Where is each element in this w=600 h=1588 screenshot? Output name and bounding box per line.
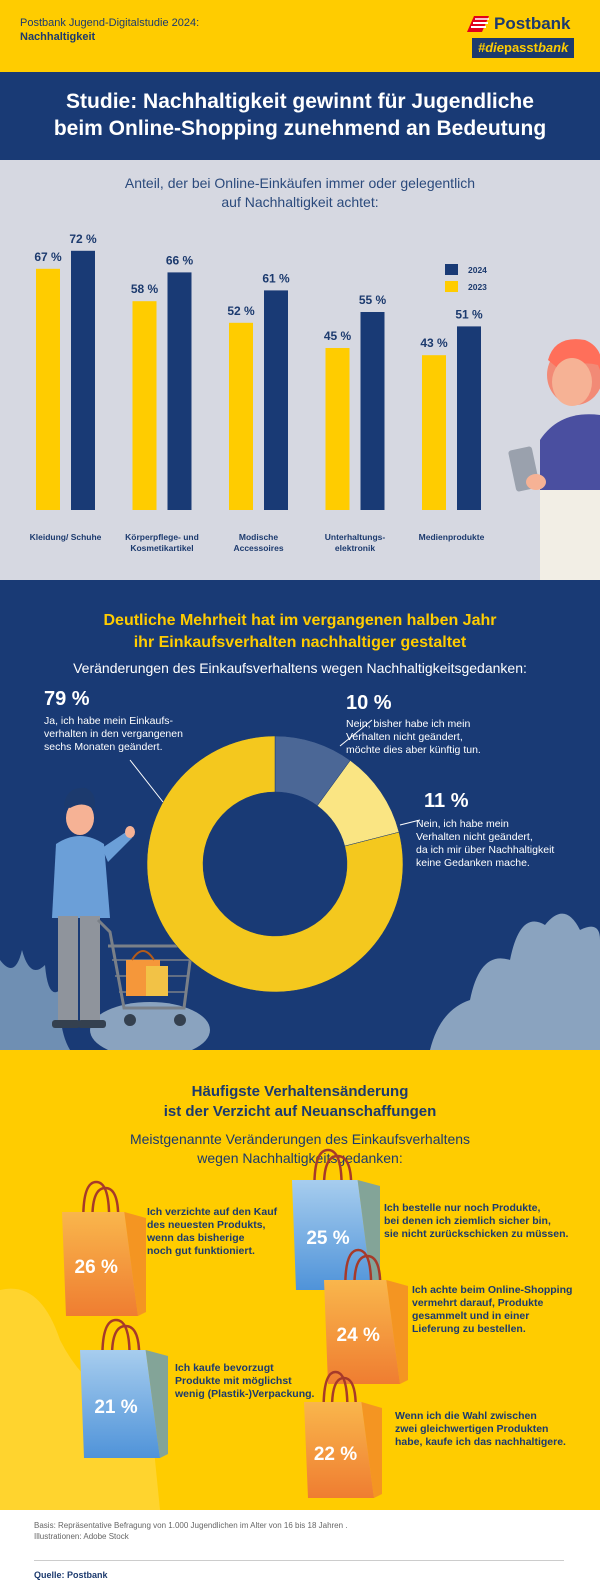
bar-2024-2 <box>264 290 288 510</box>
bar-2024-4 <box>457 326 481 510</box>
bag-description-2: Ich achte beim Online-Shopping vermehrt d… <box>412 1284 573 1335</box>
man-with-cart-illustration <box>52 787 194 1028</box>
changes-headline-line-1: Häufigste Verhaltensänderung <box>191 1083 409 1100</box>
category-label-3: Unterhaltungs- <box>325 532 386 542</box>
bar-2024-3 <box>360 312 385 510</box>
legend-label-2024: 2024 <box>468 265 487 275</box>
bar-2023-0 <box>36 268 60 510</box>
bar-chart-subtitle-line-2: auf Nachhaltigkeit achtet: <box>221 194 379 210</box>
source-text: Quelle: Postbank <box>34 1570 108 1580</box>
bag-description-1: Ich bestelle nur noch Produkte, bei denen… <box>384 1202 569 1240</box>
bar-2023-3 <box>325 348 350 510</box>
legend-label-2023: 2023 <box>468 282 487 292</box>
bag-value-4: 22 % <box>313 1444 358 1465</box>
category-label-4: Medienprodukte <box>419 532 485 542</box>
shopping-bag-icon <box>304 1370 382 1498</box>
section-donut: Deutliche Mehrheit hat im vergangenen ha… <box>0 580 600 1050</box>
postbank-mark-icon <box>467 16 489 32</box>
shopping-bag-icon <box>80 1318 168 1458</box>
shopping-bag-icon <box>62 1180 146 1316</box>
bar-label-2024-3: 55 % <box>359 293 387 307</box>
logo-tagline: #diepasstbank <box>472 38 575 58</box>
donut-description-1: Nein, ich habe mein Verhalten nicht geänd… <box>416 818 555 869</box>
tag-pre: #die <box>478 40 505 55</box>
leader-line-79 <box>129 759 164 803</box>
changes-headline: Häufigste Verhaltensänderung ist der Ver… <box>60 1082 540 1122</box>
bag-value-2: 24 % <box>336 1325 380 1347</box>
donut-headline: Deutliche Mehrheit hat im vergangenen ha… <box>40 610 560 654</box>
bar-label-2024-0: 72 % <box>69 232 97 246</box>
shopping-bag-icon <box>324 1248 408 1384</box>
study-topic: Nachhaltigkeit <box>20 31 96 43</box>
bar-label-2024-4: 51 % <box>455 307 483 321</box>
bag-value-1: 25 % <box>306 1227 350 1249</box>
footer: Basis: Repräsentative Befragung von 1.00… <box>0 1510 600 1588</box>
title-line-1: Studie: Nachhaltigkeit gewinnt für Jugen… <box>66 90 534 113</box>
study-name: Postbank Jugend-Digitalstudie 2024: <box>20 17 200 29</box>
title-bar: Studie: Nachhaltigkeit gewinnt für Jugen… <box>0 72 600 160</box>
donut-value-2: 79 % <box>44 688 90 710</box>
donut-description-0: Nein, bisher habe ich mein Verhalten nich… <box>346 718 481 756</box>
bar-2024-0 <box>71 250 95 511</box>
donut-slice-2 <box>146 735 404 993</box>
page-title: Studie: Nachhaltigkeit gewinnt für Jugen… <box>20 88 580 142</box>
bag-value-0: 26 % <box>74 1257 118 1279</box>
leader-line-11 <box>399 819 421 826</box>
donut-headline-line-2: ihr Einkaufsverhalten nachhaltiger gesta… <box>133 634 467 651</box>
donut-value-0: 10 % <box>346 692 392 714</box>
category-label-1: Körperpflege- und <box>125 532 199 542</box>
category-label-3: elektronik <box>335 543 375 553</box>
changes-subtitle: Meistgenannte Veränderungen des Einkaufs… <box>60 1130 540 1168</box>
tag-bold: passt <box>504 40 538 55</box>
logo-name: Postbank <box>494 14 571 33</box>
donut-chart <box>0 719 600 1050</box>
basis-text: Basis: Repräsentative Befragung von 1.00… <box>34 1521 348 1530</box>
bar-chart-subtitle: Anteil, der bei Online-Einkäufen immer o… <box>80 174 520 212</box>
bar-2023-1 <box>132 301 157 510</box>
changes-subtitle-line-2: wegen Nachhaltigkeitsgedanken: <box>197 1150 403 1166</box>
donut-headline-line-1: Deutliche Mehrheit hat im vergangenen ha… <box>103 612 497 629</box>
bar-2024-1 <box>167 272 192 510</box>
shopping-bag-icon <box>292 1148 380 1290</box>
bar-label-2023-1: 58 % <box>131 282 159 296</box>
bag-description-3: Ich kaufe bevorzugt Produkte mit möglichs… <box>175 1362 315 1400</box>
illustration-credit: Illustrationen: Adobe Stock <box>34 1532 129 1541</box>
bar-label-2024-1: 66 % <box>166 253 194 267</box>
bar-2023-4 <box>422 355 446 510</box>
leader-line-10 <box>339 719 373 747</box>
changes-subtitle-line-1: Meistgenannte Veränderungen des Einkaufs… <box>129 1131 471 1147</box>
bar-label-2024-2: 61 % <box>262 271 290 285</box>
donut-subtitle: Veränderungen des Einkaufsverhaltens weg… <box>73 660 527 676</box>
bag-value-3: 21 % <box>94 1397 138 1419</box>
woman-illustration <box>508 339 600 580</box>
footer-divider <box>34 1560 564 1561</box>
tag-post: bank <box>537 40 569 55</box>
category-label-1: Kosmetikartikel <box>130 543 193 553</box>
bar-2023-2 <box>229 322 253 510</box>
title-line-2: beim Online-Shopping zunehmend an Bedeut… <box>53 117 547 140</box>
category-label-2: Modische <box>239 532 278 542</box>
category-label-2: Accessoires <box>233 543 283 553</box>
changes-headline-line-2: ist der Verzicht auf Neuanschaffungen <box>163 1103 437 1120</box>
donut-description-2: Ja, ich habe mein Einkaufs-verhalten in … <box>44 715 183 753</box>
bag-description-4: Wenn ich die Wahl zwischen zwei gleichwer… <box>395 1410 566 1448</box>
section-behavior-changes: Häufigste Verhaltensänderung ist der Ver… <box>0 1050 600 1510</box>
category-label-0: Kleidung/ Schuhe <box>30 532 102 542</box>
bar-label-2023-2: 52 % <box>227 304 255 318</box>
header: Postbank Jugend-Digitalstudie 2024: Nach… <box>0 0 600 72</box>
bar-label-2023-4: 43 % <box>420 336 448 350</box>
donut-value-1: 11 % <box>424 790 469 812</box>
bar-label-2023-3: 45 % <box>324 329 352 343</box>
bar-chart: 67 % 72 % Kleidung/ Schuhe 58 % 66 % Körperpf… <box>30 232 600 580</box>
section-bar-chart: Anteil, der bei Online-Einkäufen immer o… <box>0 160 600 580</box>
footer-basis: Basis: Repräsentative Befragung von 1.00… <box>34 1520 348 1542</box>
legend-swatch-2024 <box>445 264 458 275</box>
bar-label-2023-0: 67 % <box>34 250 62 264</box>
postbank-logo[interactable]: Postbank #diepasstbank <box>466 12 586 60</box>
bar-chart-subtitle-line-1: Anteil, der bei Online-Einkäufen immer o… <box>124 175 476 191</box>
bag-description-0: Ich verzichte auf den Kauf des neuesten P… <box>147 1206 278 1257</box>
legend-swatch-2023 <box>445 281 458 292</box>
